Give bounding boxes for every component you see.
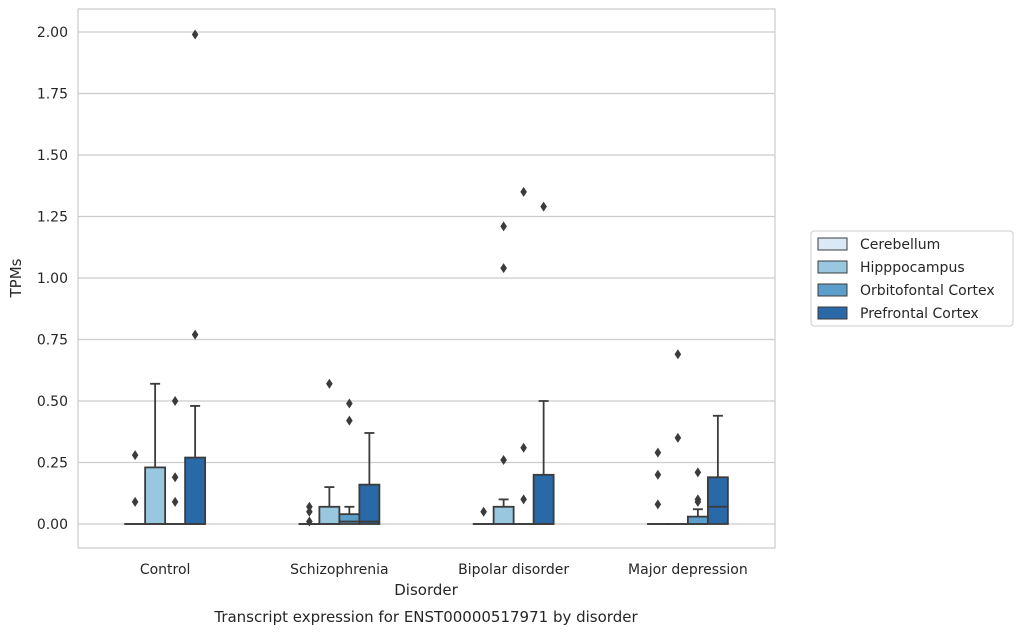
box <box>358 483 381 525</box>
plot-frame <box>77 8 776 549</box>
legend-label: Prefrontal Cortex <box>860 306 979 322</box>
y-tick-label: 1.00 <box>37 271 68 287</box>
outlier-point <box>674 432 682 443</box>
legend-swatch <box>817 237 848 251</box>
x-tick-label: Schizophrenia <box>290 562 388 578</box>
outlier-point <box>346 415 353 426</box>
box <box>338 513 361 525</box>
y-tick-label: 1.75 <box>37 87 68 103</box>
x-axis-ticks: Control Schizophrenia Bipolar disorder Majo… <box>140 562 748 578</box>
outlier-point <box>520 442 527 453</box>
outlier-point <box>500 455 507 466</box>
legend-items: Cerebellum Hipppocampus Orbitofontal Corte… <box>817 237 995 322</box>
outlier-point <box>171 496 179 507</box>
outlier-point <box>191 29 199 40</box>
outlier-point <box>131 496 139 507</box>
y-tick-label: 1.50 <box>37 148 68 164</box>
y-tick-label: 0.00 <box>37 517 68 533</box>
y-tick-label: 1.25 <box>37 210 68 226</box>
outlier-point <box>500 263 507 274</box>
outlier-point <box>694 494 702 505</box>
outlier-point <box>540 201 547 212</box>
box <box>706 476 729 525</box>
box <box>492 505 515 525</box>
outlier-point <box>654 499 662 510</box>
outlier-point <box>694 467 702 478</box>
outlier-point <box>500 221 507 232</box>
chart-title: Transcript expression for ENST0000051797… <box>213 608 638 626</box>
outlier-point <box>306 516 313 527</box>
y-axis-ticks: 0.00 0.25 0.50 0.75 1.00 1.25 1.50 1.75 2.00 <box>37 25 68 533</box>
y-axis-label: TPMs <box>7 258 25 298</box>
y-tick-label: 0.50 <box>37 394 68 410</box>
outlier-point <box>326 378 333 389</box>
outlier-point <box>654 469 662 480</box>
outlier-point <box>171 472 179 483</box>
outlier-point <box>306 501 313 512</box>
outlier-point <box>346 398 353 409</box>
legend-frame <box>810 230 1014 327</box>
box <box>318 505 341 525</box>
legend-label: Cerebellum <box>860 237 940 253</box>
y-tick-label: 2.00 <box>37 25 68 41</box>
x-tick-label: Bipolar disorder <box>458 562 569 578</box>
box <box>686 515 709 525</box>
gridlines <box>78 31 775 525</box>
legend-swatch <box>817 283 848 297</box>
outlier-point <box>674 349 682 360</box>
legend-swatch <box>817 260 848 274</box>
y-tick-label: 0.75 <box>37 333 68 349</box>
legend: Cerebellum Hipppocampus Orbitofontal Corte… <box>810 230 1014 327</box>
outlier-point <box>654 447 662 458</box>
outliers <box>131 29 702 527</box>
outlier-point <box>520 494 527 505</box>
y-tick-label: 0.25 <box>37 456 68 472</box>
outlier-point <box>171 396 179 406</box>
legend-label: Orbitofontal Cortex <box>860 283 995 299</box>
outlier-point <box>520 186 527 197</box>
legend-label: Hipppocampus <box>860 260 965 276</box>
box <box>184 456 207 525</box>
outlier-point <box>191 329 199 340</box>
outlier-point <box>131 450 139 461</box>
box <box>144 466 167 525</box>
x-axis-label: Disorder <box>394 581 458 599</box>
outlier-point <box>480 506 487 517</box>
x-tick-label: Control <box>140 562 191 578</box>
boxes <box>124 382 729 525</box>
legend-swatch <box>817 306 848 320</box>
x-tick-label: Major depression <box>628 562 748 578</box>
box <box>532 473 555 525</box>
